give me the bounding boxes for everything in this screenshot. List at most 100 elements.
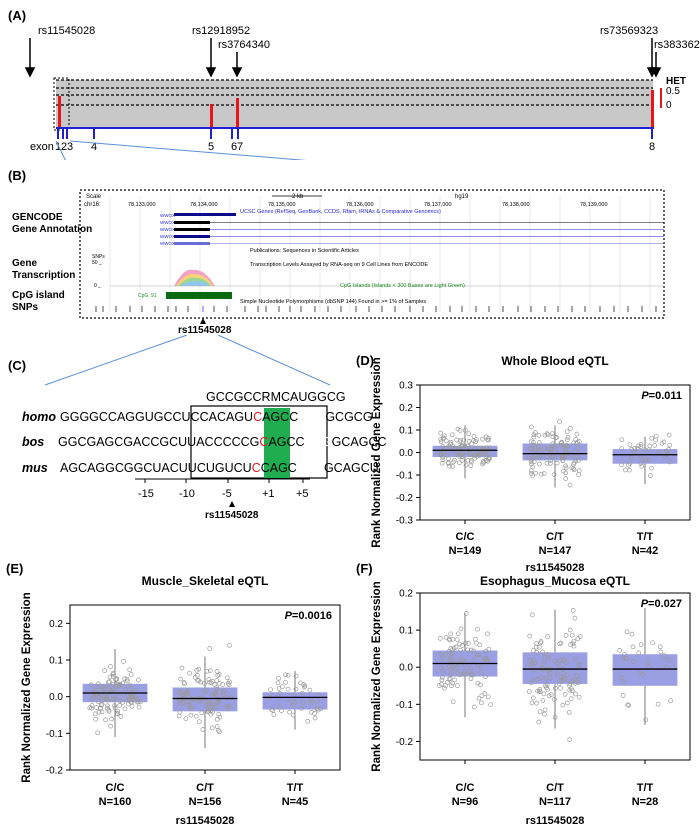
data-point (184, 699, 190, 705)
y-tick-label: 0.0 (399, 448, 413, 459)
data-point (619, 437, 625, 443)
data-point (630, 644, 636, 650)
data-point (548, 461, 553, 466)
data-point (563, 463, 568, 469)
data-point (293, 686, 299, 692)
data-point (461, 437, 467, 443)
data-point (638, 461, 644, 466)
data-point (136, 677, 141, 683)
genome-browser: Scale chr16: 2 kb hg19 78,133,000 78,134… (79, 189, 665, 335)
snp-label-1: rs11545028 (38, 25, 95, 37)
data-point (458, 656, 464, 662)
data-point (99, 702, 104, 708)
data-point (535, 447, 541, 453)
data-point (220, 682, 225, 687)
data-point (117, 703, 122, 708)
data-point (642, 447, 648, 453)
data-point (210, 701, 216, 707)
data-point (478, 451, 484, 457)
data-point (122, 706, 128, 712)
data-point (627, 460, 633, 466)
data-point (185, 688, 190, 694)
data-point (445, 460, 451, 465)
data-point (573, 691, 578, 697)
data-point (650, 640, 655, 646)
data-point (132, 696, 138, 702)
data-point (560, 468, 566, 474)
data-point (290, 712, 296, 718)
exon-label: exon (30, 141, 54, 153)
data-point (620, 693, 626, 698)
data-point (538, 471, 544, 477)
pos-7: 78,139,000 (580, 202, 608, 208)
data-point (563, 449, 568, 455)
data-point (177, 697, 182, 702)
tick-m5: -5 (222, 488, 232, 500)
data-point (567, 687, 573, 693)
data-point (541, 691, 547, 697)
panel-e: (E) Muscle_Skeletal eQTL P=0.0016 0.2 0.1 0.… (0, 555, 350, 838)
data-point (643, 717, 649, 723)
box-C/C (432, 445, 498, 457)
genotype-label: T/T (637, 531, 654, 543)
data-point (574, 673, 580, 679)
data-point (450, 443, 455, 449)
kozak-consensus: GCCGCCRMCAUGGCG (206, 390, 346, 404)
data-point (187, 704, 193, 709)
data-point (301, 684, 307, 690)
data-point (463, 611, 469, 616)
data-point (118, 714, 124, 719)
data-point (530, 464, 536, 470)
data-point (283, 679, 288, 685)
data-point (121, 659, 127, 664)
data-point (563, 476, 569, 481)
data-point (540, 698, 546, 703)
data-point (559, 674, 565, 680)
y-tick-label: 0.1 (399, 626, 413, 637)
panel-e-label: (E) (6, 561, 24, 576)
data-point (90, 696, 95, 702)
data-point (315, 707, 321, 713)
gene-models: WWOX WWOX WWOX WWOX WWOX (160, 213, 664, 246)
data-point (460, 643, 465, 648)
data-point (648, 473, 653, 478)
panel-a-figure: rs11545028 rs12918952 rs3764340 rs735693… (24, 25, 700, 160)
data-point (645, 660, 651, 665)
plot-title: Esophagus_Mucosa eQTL (480, 574, 630, 588)
track-title-snps: SNPs (12, 302, 39, 313)
data-point (527, 633, 533, 639)
data-point (482, 691, 488, 696)
data-point (576, 472, 581, 477)
data-point (271, 712, 277, 717)
data-point (214, 678, 220, 684)
data-point (536, 445, 542, 451)
data-point (566, 709, 572, 715)
pos-4: 78,136,000 (346, 202, 374, 208)
data-point (629, 447, 634, 452)
data-point (649, 465, 654, 471)
p-value: P=0.0016 (285, 610, 332, 622)
exon-num-5: 5 (208, 141, 214, 153)
data-point (448, 631, 454, 637)
data-point (557, 419, 562, 425)
data-point (485, 437, 491, 443)
data-point (98, 697, 104, 703)
panel-c-pointer-label: rs11545028 (205, 510, 259, 521)
data-point (187, 670, 192, 676)
data-point (110, 686, 116, 691)
panel-c-label: (C) (8, 358, 27, 373)
data-point (114, 676, 119, 682)
data-point (439, 460, 445, 466)
data-point (477, 642, 483, 648)
exon-num-2: 2 (61, 141, 67, 153)
data-point (573, 657, 578, 662)
data-point (279, 684, 285, 690)
data-point (224, 703, 230, 709)
data-point (629, 631, 635, 637)
cpg-island-bar (166, 292, 232, 299)
data-point (655, 701, 661, 707)
data-point (485, 452, 491, 458)
data-point (204, 668, 210, 674)
data-point (135, 699, 140, 705)
snp-ticks (95, 306, 657, 312)
